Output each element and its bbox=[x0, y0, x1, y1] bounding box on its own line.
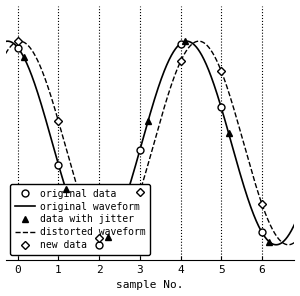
Legend: original data, original waveform, data with jitter, distorted waveform, new data: original data, original waveform, data w… bbox=[11, 184, 150, 255]
X-axis label: sample No.: sample No. bbox=[116, 280, 184, 290]
